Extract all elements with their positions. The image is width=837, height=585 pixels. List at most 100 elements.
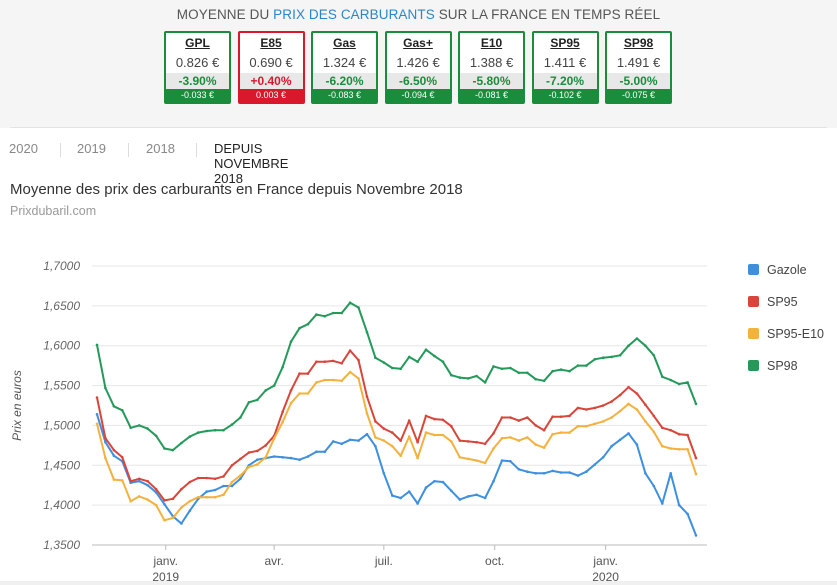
data-point-sp95-e10: [492, 447, 495, 450]
data-point-gazole: [492, 479, 495, 483]
series-line-sp95-e10: [96, 371, 697, 522]
data-point-sp95-e10: [458, 456, 462, 459]
data-point-gazole: [500, 459, 504, 462]
data-point-sp98: [104, 386, 107, 390]
data-point-sp95: [610, 400, 613, 403]
x-tick-label: avr.: [264, 554, 283, 568]
data-point-sp98: [348, 301, 352, 304]
fuel-card-gas-plus[interactable]: Gas+ 1.426 € -6.50% -0.094 €: [384, 31, 452, 104]
data-point-gazole: [542, 472, 546, 475]
fuel-card-e10[interactable]: E10 1.388 € -5.80% -0.081 €: [458, 31, 525, 104]
data-point-sp95: [450, 424, 453, 428]
data-point-sp95-e10: [627, 402, 630, 406]
data-point-gazole: [163, 503, 166, 506]
data-point-gazole: [517, 468, 521, 471]
data-point-gazole: [365, 432, 369, 436]
fuel-card-sp98[interactable]: SP98 1.491 € -5.00% -0.075 €: [605, 31, 672, 104]
tab-2019[interactable]: 2019: [77, 141, 106, 156]
data-point-sp95: [104, 436, 107, 440]
fuel-change-pct: -5.00%: [607, 73, 670, 89]
data-point-gazole: [610, 444, 613, 448]
data-point-sp95-e10: [374, 436, 377, 439]
fuel-card-e85[interactable]: E85 0.690 € +0.40% 0.003 €: [237, 31, 305, 104]
data-point-sp95: [180, 487, 183, 491]
data-point-sp98: [365, 330, 369, 334]
data-point-sp98: [627, 344, 630, 347]
data-point-sp95: [441, 418, 445, 422]
legend-label[interactable]: SP95: [767, 295, 798, 309]
fuel-change-abs: -0.033 €: [166, 89, 229, 102]
y-tick-label: 1,4500: [43, 458, 80, 472]
data-point-sp98: [129, 426, 132, 430]
data-point-sp95-e10: [365, 412, 369, 415]
legend-swatch-sp95-e10[interactable]: [748, 328, 759, 339]
chart-subtitle[interactable]: Prixdubaril.com: [10, 204, 97, 218]
ticker-title: MOYENNE DU PRIX DES CARBURANTS SUR LA FR…: [0, 7, 837, 22]
data-point-sp98: [534, 377, 537, 381]
data-point-sp95: [205, 476, 208, 480]
data-point-sp95-e10: [129, 499, 132, 503]
ticker-title-link[interactable]: PRIX DES CARBURANTS: [273, 7, 435, 22]
data-point-sp98: [559, 368, 563, 371]
data-point-sp95: [239, 457, 242, 461]
data-point-gazole: [559, 471, 563, 474]
data-point-gazole: [433, 479, 436, 483]
fuel-card-gpl[interactable]: GPL 0.826 € -3.90% -0.033 €: [164, 31, 231, 104]
data-point-sp95: [661, 426, 664, 430]
legend-label[interactable]: SP95-E10: [767, 327, 824, 341]
data-point-sp95-e10: [644, 420, 647, 423]
data-point-sp95: [188, 480, 192, 484]
legend-swatch-gazole[interactable]: [748, 264, 759, 275]
data-point-sp95-e10: [348, 370, 352, 374]
legend-label[interactable]: SP98: [767, 359, 798, 373]
data-point-gazole: [593, 463, 597, 466]
data-point-sp95: [534, 424, 537, 427]
data-point-sp95-e10: [686, 448, 689, 451]
data-point-gazole: [239, 477, 242, 481]
tab-2020[interactable]: 2020: [9, 141, 38, 156]
data-point-sp95-e10: [534, 443, 537, 446]
data-point-sp95-e10: [551, 432, 554, 436]
fuel-card-gas[interactable]: Gas 1.324 € -6.20% -0.083 €: [311, 31, 378, 104]
data-point-sp95-e10: [104, 456, 107, 460]
data-point-sp95: [559, 415, 563, 418]
bottom-bar: [0, 581, 837, 585]
fuel-card-sp95[interactable]: SP95 1.411 € -7.20% -0.102 €: [531, 31, 599, 104]
data-point-sp98: [399, 367, 403, 371]
data-point-sp95-e10: [635, 408, 639, 411]
data-point-sp95-e10: [618, 409, 622, 413]
data-point-gazole: [694, 534, 698, 537]
data-point-sp95-e10: [669, 447, 672, 450]
data-point-sp95-e10: [222, 493, 225, 497]
data-point-sp98: [264, 389, 268, 392]
data-point-sp95: [196, 476, 200, 480]
legend-swatch-sp98[interactable]: [748, 360, 759, 371]
tab-depuis-novembre-2018[interactable]: DEPUIS NOVEMBRE 2018: [214, 141, 289, 186]
data-point-sp95-e10: [331, 378, 335, 382]
legend-label[interactable]: Gazole: [767, 263, 807, 277]
data-point-sp95: [509, 416, 512, 419]
data-point-sp95: [357, 358, 360, 362]
data-point-sp95-e10: [146, 498, 149, 501]
y-tick-label: 1,3500: [43, 538, 80, 552]
data-point-sp95: [323, 360, 327, 363]
data-point-sp95: [644, 403, 647, 406]
data-point-sp95-e10: [357, 377, 360, 380]
legend-swatch-sp95[interactable]: [748, 296, 759, 307]
tab-2018[interactable]: 2018: [146, 141, 175, 156]
data-point-sp95: [163, 499, 166, 502]
data-point-sp95-e10: [205, 495, 208, 499]
data-point-sp95-e10: [466, 457, 470, 461]
data-point-sp95: [627, 385, 630, 389]
data-point-sp95: [669, 428, 672, 432]
data-point-sp95: [213, 477, 217, 481]
data-point-sp95-e10: [230, 480, 234, 484]
data-point-sp98: [694, 402, 698, 406]
data-point-gazole: [230, 484, 234, 488]
y-tick-label: 1,5500: [43, 379, 80, 393]
data-point-sp95-e10: [601, 420, 605, 423]
data-point-sp98: [517, 371, 521, 375]
data-point-sp95: [526, 416, 529, 419]
data-point-sp98: [298, 326, 301, 330]
data-point-gazole: [441, 480, 445, 484]
